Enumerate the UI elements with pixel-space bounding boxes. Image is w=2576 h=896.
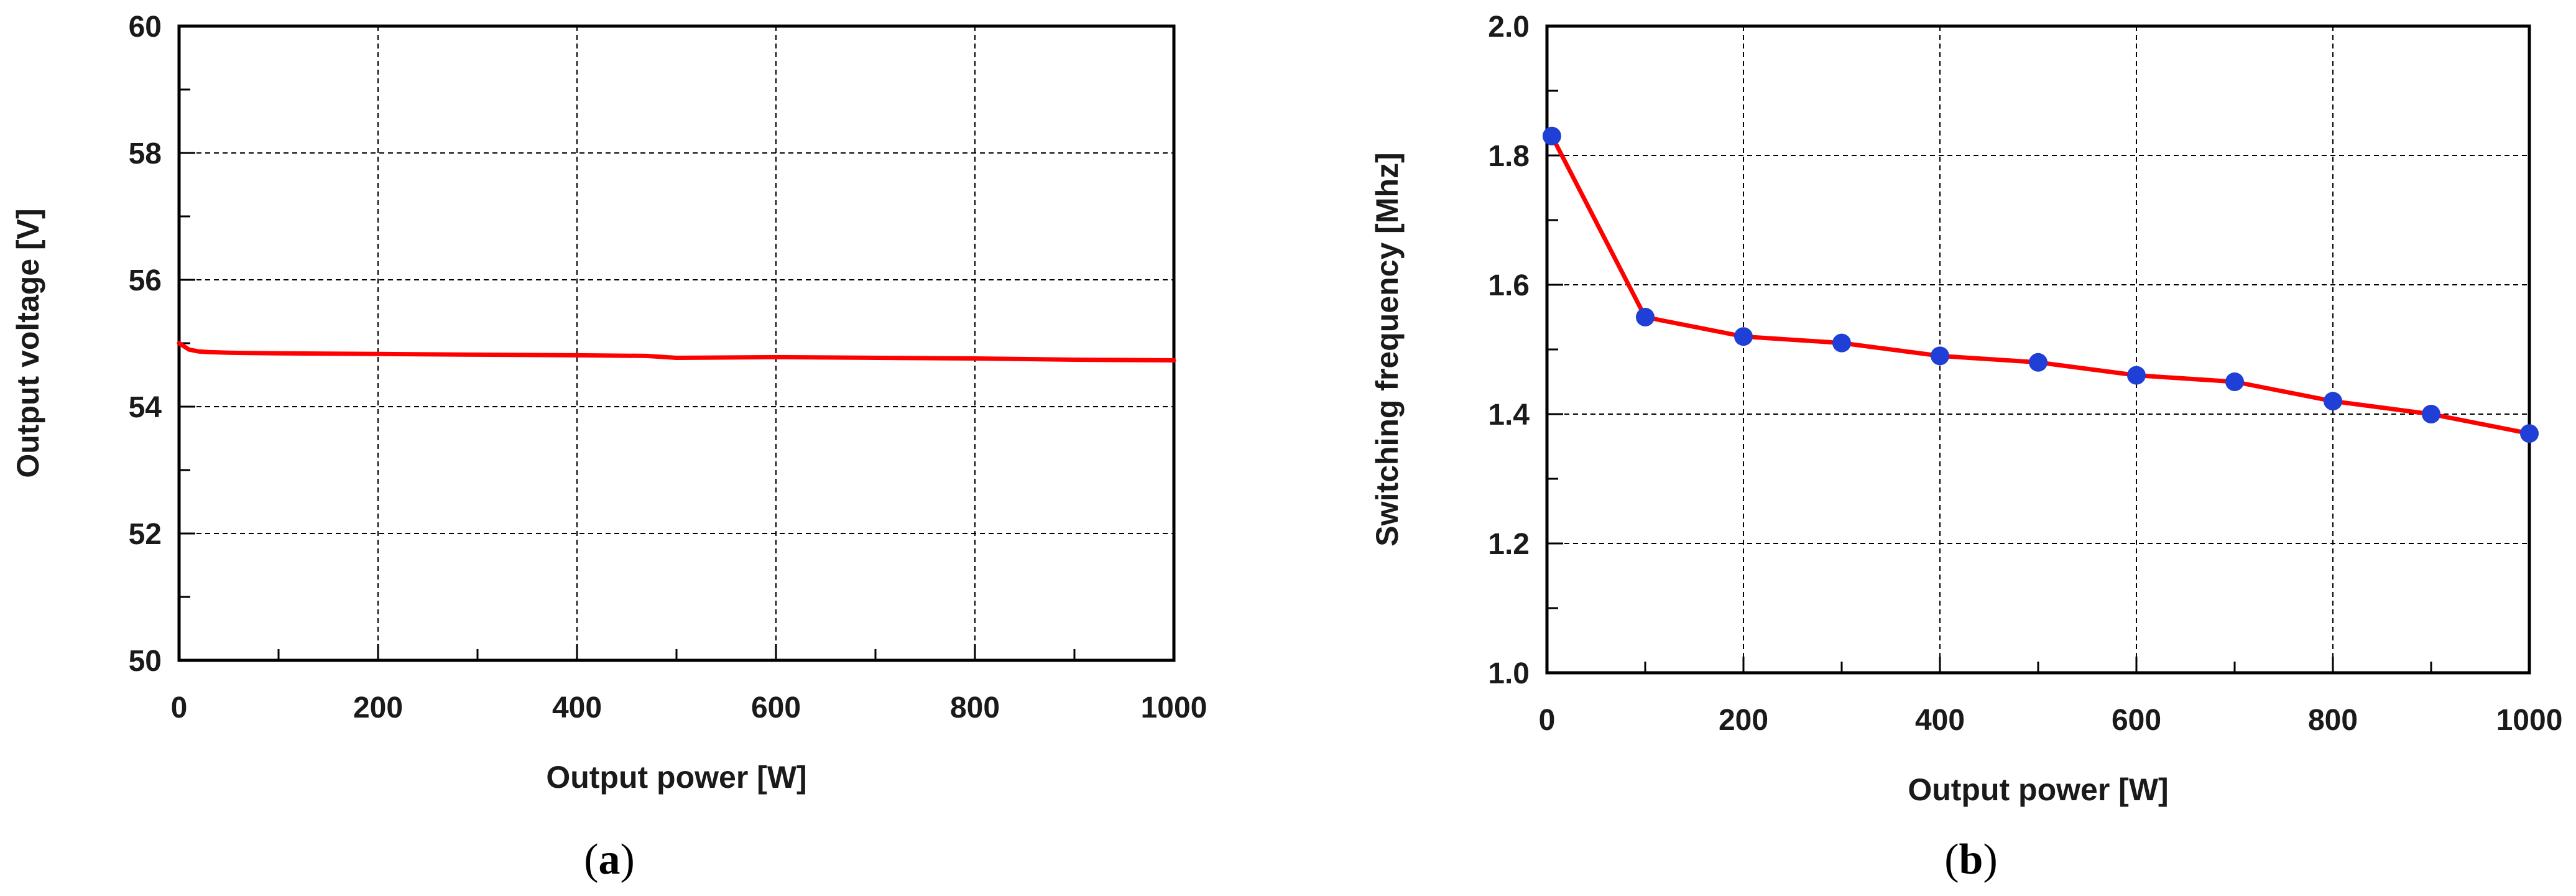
x-tick-label: 800 (2308, 704, 2358, 737)
y-tick-label: 1.4 (1488, 399, 1530, 432)
panel-a: 0 200 400 600 800 1000 50 52 54 56 58 60 Output powe… (11, 11, 1207, 884)
plot-frame (177, 24, 1176, 662)
y-axis-title: Switching frequency [Mhz] (1370, 152, 1405, 546)
x-tick-label: 400 (552, 691, 602, 724)
panel-letter: a (599, 836, 621, 884)
x-tick-label: 0 (1539, 704, 1556, 737)
data-point (1734, 327, 1753, 346)
y-tick-label: 56 (129, 264, 162, 297)
y-tick-label: 1.6 (1488, 269, 1530, 302)
panel-label: (b) (1944, 836, 1998, 884)
y-tick-label: 52 (129, 518, 162, 551)
y-tick-label: 1.8 (1488, 140, 1530, 173)
data-point (1832, 333, 1851, 353)
x-tick-label: 400 (1915, 704, 1965, 737)
data-point (1931, 346, 1949, 366)
data-point (2422, 405, 2440, 423)
x-tick-label: 600 (751, 691, 801, 724)
data-point (2127, 366, 2146, 385)
y-tick-label: 60 (129, 11, 162, 44)
x-tick-label: 800 (950, 691, 1000, 724)
panel-b: 0 200 400 600 800 1000 1.0 1.2 1.4 1.6 1.8 2.0 Outpu… (1370, 11, 2562, 884)
data-point (2225, 372, 2244, 391)
data-point (1636, 308, 1655, 326)
x-tick-label: 0 (171, 691, 188, 724)
x-tick-label: 200 (1719, 704, 1768, 737)
x-tick-label: 1000 (2496, 704, 2563, 737)
x-axis-title: Output power [W] (1908, 772, 2168, 807)
y-tick-label: 1.0 (1488, 657, 1530, 690)
y-tick-label: 50 (129, 645, 162, 678)
data-point (1542, 126, 1561, 145)
y-axis-title: Output voltage [V] (11, 208, 45, 478)
x-tick-label: 1000 (1141, 691, 1207, 724)
data-point (2324, 392, 2342, 411)
y-tick-label: 54 (129, 391, 162, 424)
x-tick-label: 600 (2112, 704, 2161, 737)
data-point (2029, 353, 2047, 372)
panel-letter: b (1959, 836, 1983, 884)
data-point (2520, 424, 2539, 443)
series-line (177, 341, 1176, 363)
x-tick-label: 200 (353, 691, 403, 724)
panel-label: (a) (584, 836, 635, 884)
x-axis-title: Output power [W] (546, 760, 806, 795)
y-tick-label: 1.2 (1488, 528, 1530, 561)
y-tick-label: 58 (129, 137, 162, 170)
plot-frame (1545, 24, 2531, 675)
y-tick-label: 2.0 (1488, 11, 1530, 44)
